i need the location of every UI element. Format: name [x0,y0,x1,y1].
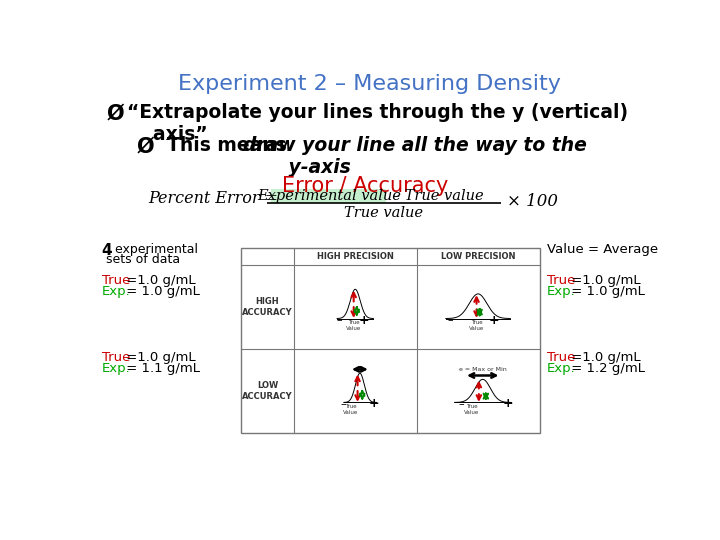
Text: +: + [359,314,369,327]
Text: +: + [503,397,513,410]
Text: True: True [102,351,130,364]
Text: =1.0 g/mL: =1.0 g/mL [122,274,195,287]
Text: Exp.: Exp. [547,362,576,375]
Text: 4: 4 [102,244,112,259]
Text: × 100: × 100 [507,193,558,211]
Text: True
Value: True Value [469,320,484,331]
Text: = 1.1 g/mL: = 1.1 g/mL [122,362,199,375]
Text: True value: True value [344,206,423,220]
Text: = 1.2 g/mL: = 1.2 g/mL [567,362,645,375]
Text: Exp.: Exp. [547,285,576,298]
Text: Exp.: Exp. [102,285,130,298]
Text: =1.0 g/mL: =1.0 g/mL [122,351,195,364]
Text: LOW
ACCURACY: LOW ACCURACY [242,381,293,401]
Text: HIGH PRECISION: HIGH PRECISION [317,252,394,261]
Text: Exp.: Exp. [102,362,130,375]
Text: True
Value: True Value [343,404,359,415]
Text: –: – [447,315,453,325]
Text: Experimental value: Experimental value [257,188,400,202]
Text: +: + [489,314,500,327]
Text: –: – [458,399,464,409]
Text: LOW PRECISION: LOW PRECISION [441,252,516,261]
Text: = 1.0 g/mL: = 1.0 g/mL [567,285,645,298]
Text: sets of data: sets of data [102,253,180,266]
Text: Experiment 2 – Measuring Density: Experiment 2 – Measuring Density [178,74,560,94]
Text: =1.0 g/mL: =1.0 g/mL [567,351,641,364]
Text: experimental: experimental [111,244,198,256]
Text: draw your line all the way to the
       y-axis: draw your line all the way to the y-axis [243,137,587,178]
Text: –: – [340,399,346,409]
Text: e = Max or Min: e = Max or Min [459,367,507,373]
Text: HIGH
ACCURACY: HIGH ACCURACY [242,297,293,316]
Text: Error / Accuracy: Error / Accuracy [282,177,449,197]
Text: –: – [336,315,342,325]
Text: = 1.0 g/mL: = 1.0 g/mL [122,285,199,298]
Text: True: True [547,274,575,287]
Text: True: True [102,274,130,287]
Text: – True value: – True value [388,188,484,202]
Text: True
Value: True Value [346,320,361,331]
Text: Value = Average: Value = Average [547,244,658,256]
Text: “Extrapolate your lines through the y (vertical)
    axis”: “Extrapolate your lines through the y (v… [127,103,629,144]
Text: Percent Error =: Percent Error = [148,190,278,207]
Text: =1.0 g/mL: =1.0 g/mL [567,274,641,287]
Bar [271,189,386,202]
Text: This means: This means [153,137,293,156]
Text: Ø: Ø [137,137,154,157]
Text: True
Value: True Value [464,404,480,415]
Text: True: True [547,351,575,364]
Bar [241,248,539,433]
Text: +: + [369,397,379,410]
Text: Ø: Ø [107,103,125,123]
